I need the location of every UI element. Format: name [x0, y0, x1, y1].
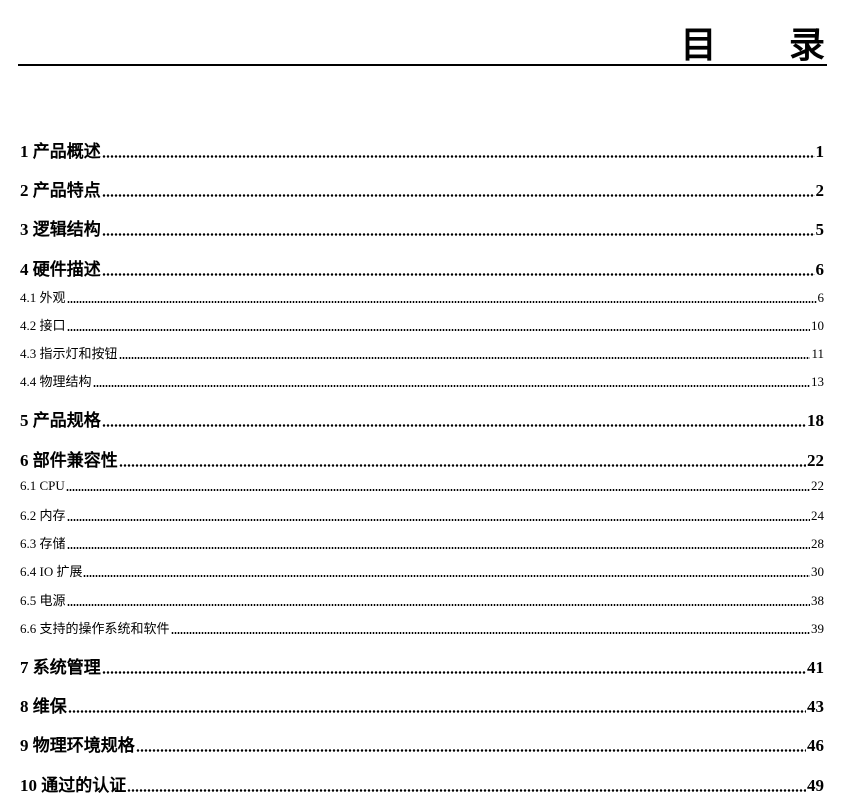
dot-leader	[101, 671, 806, 674]
dot-leader	[65, 489, 810, 491]
toc-entry-page[interactable]: 24	[811, 508, 824, 523]
toc-entry-page[interactable]: 22	[811, 478, 824, 493]
toc-entry-page[interactable]: 10	[811, 318, 824, 333]
toc-entry[interactable]: 6.5 电源 38	[20, 590, 824, 609]
toc-entry-label[interactable]: 6 部件兼容性	[20, 451, 118, 470]
dot-leader	[118, 357, 811, 359]
title-divider	[18, 64, 827, 66]
toc-entry[interactable]: 6.3 存储 28	[20, 533, 824, 552]
toc-entry[interactable]: 4 硬件描述 6	[20, 255, 824, 280]
toc-entry-label[interactable]: 5 产品规格	[20, 411, 101, 430]
toc-entry[interactable]: 1 产品概述 1	[20, 137, 824, 162]
toc-entry-label[interactable]: 4.1 外观	[20, 290, 66, 305]
dot-leader	[92, 385, 810, 387]
toc-entry-page[interactable]: 22	[807, 451, 824, 470]
dot-leader	[67, 710, 806, 713]
dot-leader	[101, 273, 815, 276]
toc-entry[interactable]: 6.2 内存 24	[20, 505, 824, 524]
dot-leader	[101, 233, 815, 236]
dot-leader	[66, 301, 817, 303]
dot-leader	[101, 424, 806, 427]
dot-leader	[83, 575, 810, 577]
toc-entry-page[interactable]: 2	[815, 181, 825, 200]
toc-entry[interactable]: 3 逻辑结构 5	[20, 215, 824, 240]
toc-entry-label[interactable]: 6.6 支持的操作系统和软件	[20, 621, 170, 636]
toc-entry[interactable]: 10 通过的认证 49	[20, 771, 824, 796]
toc-entry-label[interactable]: 6.3 存储	[20, 536, 66, 551]
dot-leader	[66, 519, 810, 521]
toc-entry[interactable]: 4.2 接口 10	[20, 315, 824, 334]
toc-entry-label[interactable]: 3 逻辑结构	[20, 220, 101, 239]
toc-entry-label[interactable]: 4 硬件描述	[20, 260, 101, 279]
toc-entry-page[interactable]: 1	[815, 142, 825, 161]
toc-entry-label[interactable]: 6.4 IO 扩展	[20, 564, 83, 579]
toc-entry-page[interactable]: 39	[811, 621, 824, 636]
toc-title: 目 录	[680, 25, 847, 66]
toc-entry-page[interactable]: 18	[807, 411, 824, 430]
toc-entry-label[interactable]: 7 系统管理	[20, 658, 101, 677]
toc-entry[interactable]: 4.3 指示灯和按钮 11	[20, 343, 824, 362]
toc-entry-page[interactable]: 41	[807, 658, 824, 677]
toc-entry-label[interactable]: 6.1 CPU	[20, 478, 65, 493]
toc-entry-page[interactable]: 30	[811, 564, 824, 579]
dot-leader	[101, 155, 815, 158]
toc-entry-page[interactable]: 5	[815, 220, 825, 239]
dot-leader	[66, 329, 810, 331]
toc-entry[interactable]: 7 系统管理 41	[20, 653, 824, 678]
toc-entry[interactable]: 6.4 IO 扩展 30	[20, 561, 824, 580]
toc-entry[interactable]: 6 部件兼容性 22	[20, 446, 824, 471]
toc-entry-label[interactable]: 4.3 指示灯和按钮	[20, 346, 118, 361]
dot-leader	[135, 749, 806, 752]
dot-leader	[127, 789, 806, 792]
toc-entry-page[interactable]: 6	[817, 290, 825, 305]
toc-entry[interactable]: 6.1 CPU 22	[20, 478, 824, 494]
toc-entry[interactable]: 2 产品特点 2	[20, 176, 824, 201]
toc-entry-label[interactable]: 9 物理环境规格	[20, 736, 135, 755]
toc-entry-label[interactable]: 2 产品特点	[20, 181, 101, 200]
dot-leader	[66, 547, 810, 549]
toc-entry-page[interactable]: 28	[811, 536, 824, 551]
toc-entry[interactable]: 9 物理环境规格 46	[20, 731, 824, 756]
toc-entry-page[interactable]: 49	[807, 776, 824, 795]
dot-leader	[66, 604, 810, 606]
dot-leader	[101, 194, 815, 197]
toc-entry-label[interactable]: 6.5 电源	[20, 593, 66, 608]
toc-entry-page[interactable]: 46	[807, 736, 824, 755]
toc-entry-page[interactable]: 13	[811, 374, 824, 389]
toc-entry-label[interactable]: 1 产品概述	[20, 142, 101, 161]
toc-entry[interactable]: 5 产品规格 18	[20, 406, 824, 431]
toc-entry-page[interactable]: 6	[815, 260, 825, 279]
toc-entry-label[interactable]: 10 通过的认证	[20, 776, 127, 795]
toc-entry-label[interactable]: 4.2 接口	[20, 318, 66, 333]
toc-entry[interactable]: 8 维保 43	[20, 692, 824, 717]
toc-entry-page[interactable]: 11	[811, 346, 824, 361]
toc-entry-page[interactable]: 38	[811, 593, 824, 608]
toc-entry[interactable]: 4.1 外观 6	[20, 287, 824, 306]
toc-entry-label[interactable]: 8 维保	[20, 697, 67, 716]
toc-entry-label[interactable]: 6.2 内存	[20, 508, 66, 523]
toc-entry[interactable]: 6.6 支持的操作系统和软件 39	[20, 618, 824, 637]
dot-leader	[170, 632, 810, 634]
toc-entry-page[interactable]: 43	[807, 697, 824, 716]
toc-entry-label[interactable]: 4.4 物理结构	[20, 374, 92, 389]
toc-entry[interactable]: 4.4 物理结构 13	[20, 371, 824, 390]
dot-leader	[118, 464, 806, 467]
